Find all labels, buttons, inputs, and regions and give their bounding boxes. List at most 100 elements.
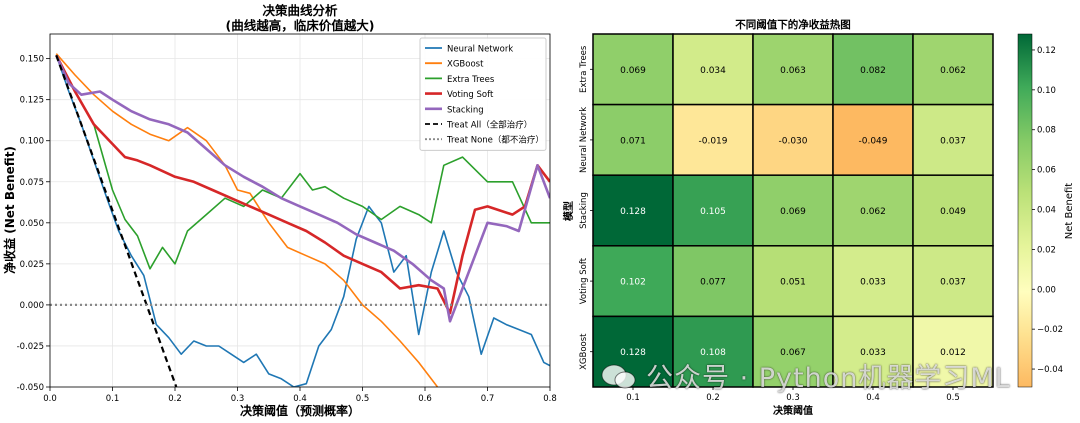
dca-ytick-label: 0.000 [20, 301, 44, 311]
dca-subtitle: (曲线越高，临床价值越大) [226, 18, 375, 33]
dca-ytick-label: 0.025 [20, 260, 44, 270]
heatmap-cell [832, 33, 914, 106]
decision-curve-chart: 决策曲线分析 (曲线越高，临床价值越大) 0.0 0.1 0.2 0.3 0.4 0.5 0… [2, 3, 557, 418]
heatmap-value-label: -0.049 [858, 136, 887, 146]
dca-xtick-label: 0.5 [356, 394, 370, 404]
dca-series-line-4 [55, 54, 550, 323]
heatmap-value-label: 0.105 [700, 207, 726, 217]
dca-ytick-label: -0.050 [17, 383, 44, 393]
heatmap-value-label: 0.034 [700, 66, 726, 76]
heatmap-value-label: -0.030 [778, 136, 807, 146]
dca-xtick-label: 0.0 [43, 394, 57, 404]
colorbar [1017, 33, 1033, 388]
colorbar-tick-label: 0.10 [1037, 86, 1056, 96]
dca-series-line-5 [55, 54, 178, 387]
heatmap-cell [672, 33, 754, 106]
dca-xtick-label: 0.8 [543, 394, 557, 404]
heatmap-value-label: 0.128 [620, 348, 646, 358]
heatmap-tick-labels: 0.1 0.2 0.3 0.4 0.5 Extra Trees Neural Network… [579, 45, 960, 403]
heatmap-cell [832, 103, 914, 176]
colorbar-tick-label: 0.08 [1037, 126, 1056, 136]
dca-legend-label: Extra Trees [447, 75, 495, 85]
dca-legend: Neural Network XGBoost Extra Trees Voting S… [419, 37, 547, 151]
dca-series-line-2 [55, 54, 550, 270]
dca-xtick-label: 0.1 [106, 394, 120, 404]
dca-xtick-label: 0.2 [168, 394, 182, 404]
dca-xtick-label: 0.4 [293, 394, 307, 404]
dca-ytick-label: 0.050 [20, 219, 44, 229]
dca-legend-label: Voting Soft [447, 90, 494, 100]
heatmap-ytick-label: Stacking [579, 192, 589, 229]
colorbar-label: Net Benefit [1064, 183, 1075, 240]
net-benefit-heatmap: 不同阈值下的净收益热图 0.069 0.034 0.063 0.082 0.0620.0… [562, 18, 1075, 417]
heatmap-value-label: 0.108 [700, 348, 726, 358]
heatmap-ytick-label: Voting Soft [579, 257, 589, 304]
dca-legend-label: Treat None（都不治疗） [446, 135, 544, 146]
dca-xtick-label: 0.6 [418, 394, 432, 404]
heatmap-title: 不同阈值下的净收益热图 [735, 18, 851, 31]
heatmap-cell [912, 245, 994, 318]
dca-legend-label: Treat All（全部治疗） [446, 120, 532, 131]
colorbar-tick-label: 0.02 [1037, 245, 1056, 255]
heatmap-value-label: 0.037 [940, 278, 966, 288]
dca-series-line-0 [55, 55, 550, 387]
colorbar-tick-label: 0.04 [1037, 206, 1056, 216]
dca-ytick-label: 0.150 [20, 55, 44, 65]
dca-xtick-label: 0.7 [481, 394, 495, 404]
heatmap-cells: 0.069 0.034 0.063 0.082 0.062 0.071 -0.019 -0.0… [592, 33, 994, 388]
heatmap-value-label: 0.077 [700, 278, 726, 288]
dca-ytick-label: 0.100 [20, 137, 44, 147]
heatmap-value-label: -0.019 [698, 136, 727, 146]
heatmap-value-label: 0.063 [780, 66, 806, 76]
dca-ylabel: 净收益 (Net Benefit) [2, 146, 17, 274]
heatmap-cell [752, 103, 834, 176]
dca-legend-label: Neural Network [447, 45, 513, 55]
heatmap-value-label: 0.012 [940, 348, 966, 358]
dca-legend-box [419, 37, 547, 151]
dca-series-line-3 [55, 54, 550, 315]
dca-legend-label: XGBoost [447, 60, 484, 70]
heatmap-cell [672, 315, 754, 388]
heatmap-value-label: 0.037 [940, 136, 966, 146]
heatmap-value-label: 0.062 [940, 66, 966, 76]
dca-ytick-label: 0.075 [20, 178, 44, 188]
heatmap-ytick-label: XGBoost [579, 333, 589, 370]
colorbar-tick-label: 0.06 [1037, 166, 1056, 176]
dca-ytick-label: -0.025 [17, 342, 44, 352]
heatmap-value-label: 0.102 [620, 278, 646, 288]
colorbar-tick-label: −0.02 [1037, 325, 1063, 335]
dca-tick-labels: 0.0 0.1 0.2 0.3 0.4 0.5 0.6 0.7 0.8 -0.050 -0.025 0… [17, 55, 557, 404]
colorbar-ticks: 0.12 0.10 0.08 0.06 0.04 0.02 0.00 −0.02 −0.04 [1032, 46, 1063, 375]
heatmap-xtick-label: 0.3 [786, 393, 800, 403]
colorbar-tick-label: 0.00 [1037, 285, 1056, 295]
heatmap-cell [752, 33, 834, 106]
heatmap-ytick-label: Neural Network [579, 107, 589, 173]
heatmap-xtick-label: 0.4 [866, 393, 880, 403]
dca-title: 决策曲线分析 [262, 3, 338, 18]
heatmap-value-label: 0.069 [780, 207, 806, 217]
heatmap-cell [752, 315, 834, 388]
colorbar-tick-label: −0.04 [1037, 365, 1063, 375]
colorbar-tick-label: 0.12 [1037, 46, 1056, 56]
heatmap-value-label: 0.062 [860, 207, 886, 217]
dca-series-group [50, 53, 550, 387]
heatmap-cell [832, 315, 914, 388]
dca-legend-label: Stacking [447, 105, 484, 115]
heatmap-ylabel: 模型 [562, 201, 575, 221]
heatmap-value-label: 0.033 [860, 278, 886, 288]
heatmap-value-label: 0.082 [860, 66, 886, 76]
heatmap-value-label: 0.067 [780, 348, 806, 358]
heatmap-xtick-label: 0.1 [626, 393, 640, 403]
heatmap-cell [672, 174, 754, 247]
heatmap-value-label: 0.128 [620, 207, 646, 217]
heatmap-value-label: 0.051 [780, 278, 806, 288]
dca-xlabel: 决策阈值（预测概率） [240, 403, 360, 418]
heatmap-value-label: 0.071 [620, 136, 646, 146]
heatmap-value-label: 0.069 [620, 66, 646, 76]
heatmap-xtick-label: 0.5 [946, 393, 960, 403]
wechat-icon [601, 364, 636, 389]
heatmap-xtick-label: 0.2 [706, 393, 720, 403]
dca-xtick-label: 0.3 [231, 394, 245, 404]
dca-ytick-label: 0.125 [20, 96, 44, 106]
